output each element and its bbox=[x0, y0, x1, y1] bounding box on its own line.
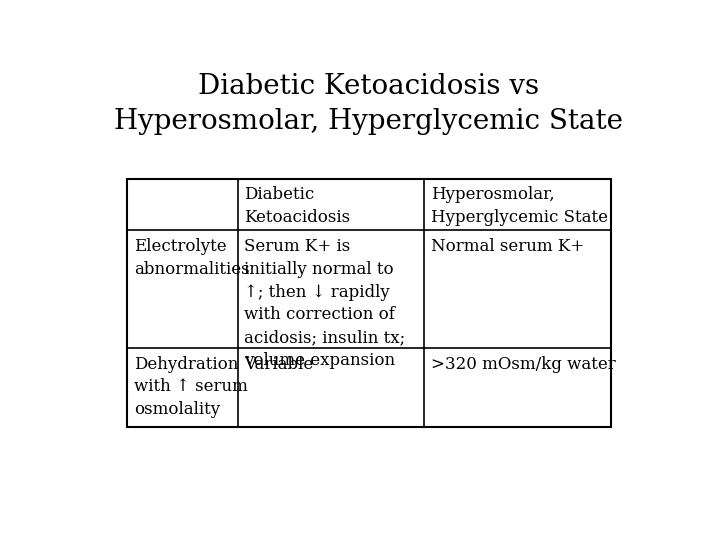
Text: Diabetic
Ketoacidosis: Diabetic Ketoacidosis bbox=[244, 186, 351, 226]
Text: Electrolyte
abnormalities: Electrolyte abnormalities bbox=[134, 238, 250, 278]
Text: Dehydration
with ↑ serum
osmolality: Dehydration with ↑ serum osmolality bbox=[134, 356, 248, 418]
Text: >320 mOsm/kg water: >320 mOsm/kg water bbox=[431, 356, 616, 373]
Text: Normal serum K+: Normal serum K+ bbox=[431, 238, 584, 255]
Bar bbox=[127, 179, 611, 427]
Text: Diabetic Ketoacidosis vs
Hyperosmolar, Hyperglycemic State: Diabetic Ketoacidosis vs Hyperosmolar, H… bbox=[114, 72, 624, 135]
Text: Serum K+ is
initially normal to
↑; then ↓ rapidly
with correction of
acidosis; i: Serum K+ is initially normal to ↑; then … bbox=[244, 238, 405, 369]
Text: Hyperosmolar,
Hyperglycemic State: Hyperosmolar, Hyperglycemic State bbox=[431, 186, 608, 226]
Text: Variable: Variable bbox=[244, 356, 314, 373]
